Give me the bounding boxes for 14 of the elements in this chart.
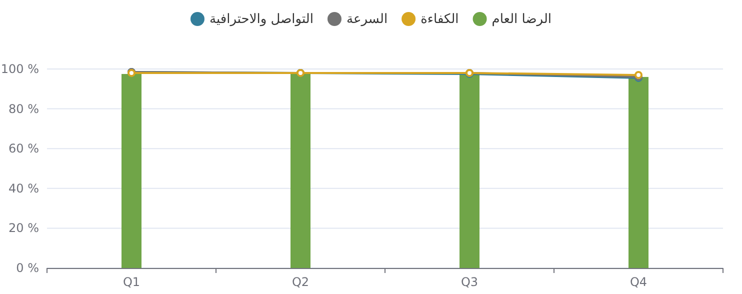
y-tick-label: 40 % [8, 181, 39, 196]
y-tick-label: 0 % [16, 261, 39, 275]
x-tick-label: Q1 [122, 275, 140, 289]
y-tick-label: 80 % [8, 102, 39, 116]
y-tick-label: 60 % [8, 142, 39, 156]
y-tick-label: 100 % [0, 62, 39, 76]
legend-label: التواصل والاحترافية [209, 12, 314, 27]
x-tick-label: Q3 [460, 275, 478, 289]
legend-label: الرضا العام [492, 12, 552, 27]
x-tick-label: Q4 [630, 275, 648, 289]
x-tick-label: Q2 [292, 275, 310, 289]
y-tick-label: 20 % [8, 221, 39, 236]
legend-label: الكفاءة [420, 12, 459, 27]
legend-label: السرعة [346, 12, 388, 27]
